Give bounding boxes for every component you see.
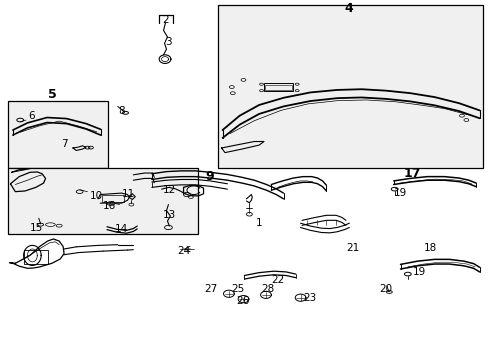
Text: 3: 3	[165, 37, 172, 47]
Bar	[102, 195, 123, 202]
Bar	[8, 168, 198, 234]
Text: 24: 24	[177, 246, 190, 256]
Text: 21: 21	[346, 243, 359, 253]
Text: 27: 27	[204, 284, 218, 294]
Text: 5: 5	[47, 88, 56, 101]
Text: 14: 14	[114, 224, 127, 234]
Text: 8: 8	[118, 106, 124, 116]
Bar	[265, 85, 291, 90]
Text: 16: 16	[102, 201, 115, 211]
Text: 2: 2	[162, 15, 168, 25]
Text: 18: 18	[423, 243, 436, 253]
Text: 25: 25	[231, 284, 244, 294]
Bar	[264, 84, 293, 91]
Text: 9: 9	[204, 170, 213, 183]
Text: 19: 19	[411, 266, 425, 276]
Bar	[217, 5, 483, 168]
Text: 15: 15	[30, 223, 43, 233]
Text: 4: 4	[344, 3, 352, 15]
Bar	[8, 102, 108, 168]
Text: 13: 13	[163, 210, 176, 220]
Text: 22: 22	[270, 275, 284, 285]
Text: 12: 12	[163, 185, 176, 195]
Text: 11: 11	[122, 189, 135, 199]
Text: 23: 23	[303, 293, 316, 303]
Text: 1: 1	[255, 218, 262, 228]
Text: 17: 17	[403, 167, 421, 180]
Text: 19: 19	[393, 188, 407, 198]
Bar	[24, 250, 47, 264]
Text: 26: 26	[235, 296, 249, 306]
Text: 7: 7	[61, 139, 67, 149]
Text: 6: 6	[28, 111, 35, 121]
Text: 28: 28	[261, 284, 274, 294]
Text: 20: 20	[379, 284, 392, 294]
Text: 10: 10	[89, 191, 102, 201]
